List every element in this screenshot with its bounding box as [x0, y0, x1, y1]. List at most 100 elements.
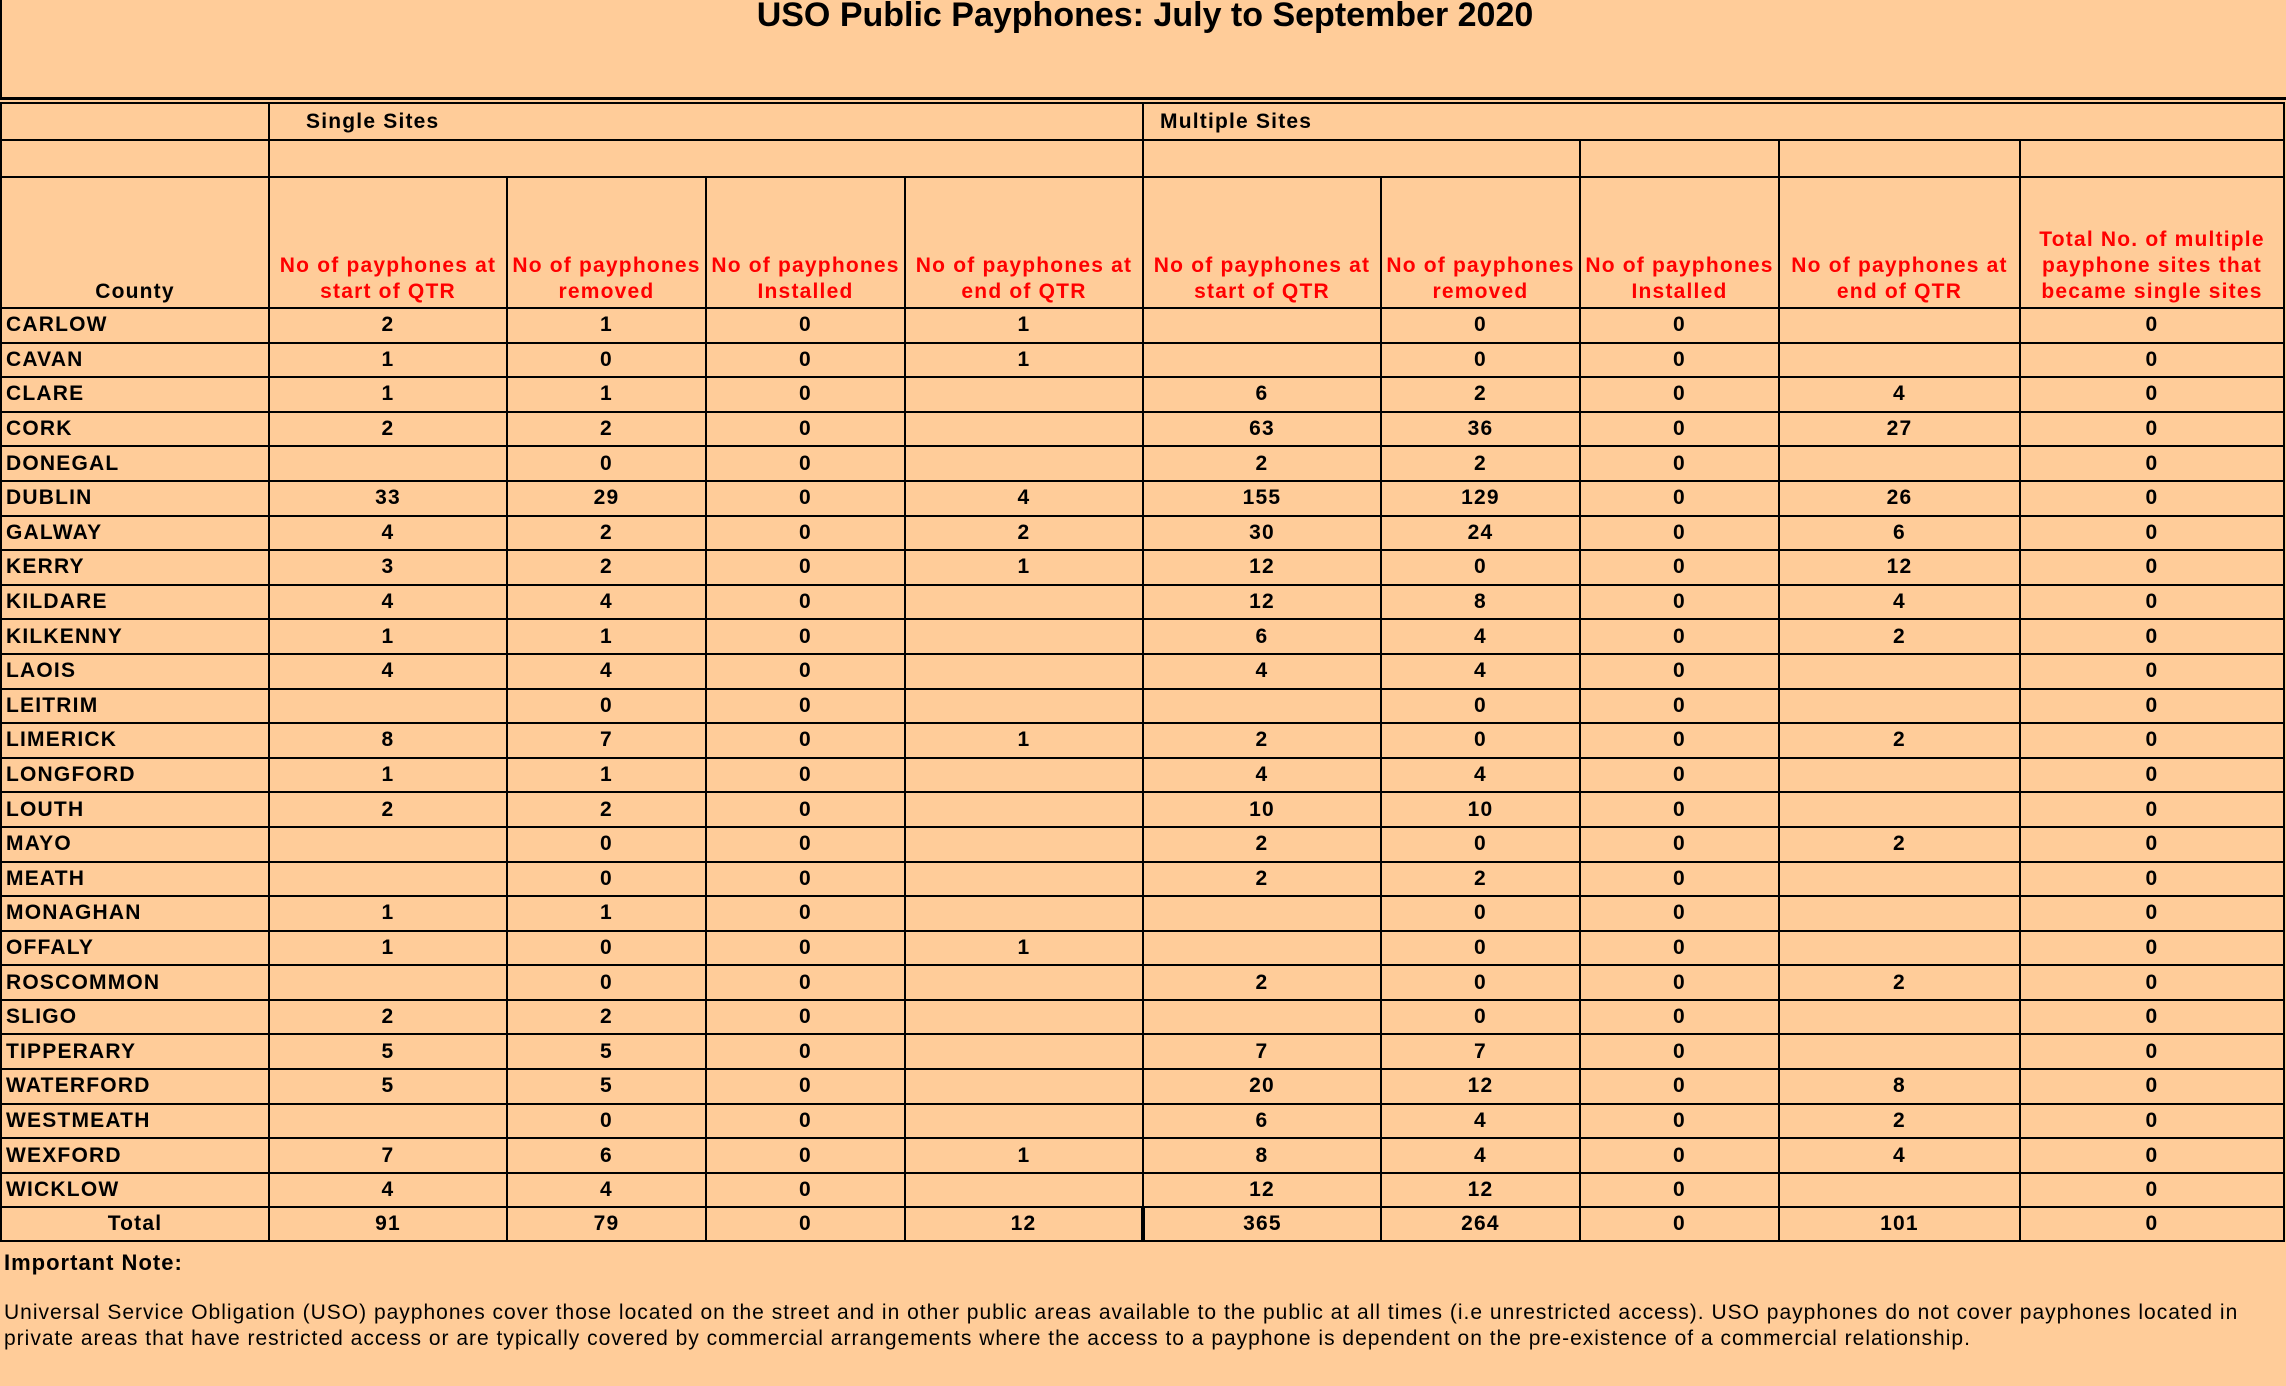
- value-cell: 1: [268, 929, 508, 967]
- value-cell: 0: [2019, 895, 2285, 932]
- value-cell: 0: [2019, 514, 2285, 552]
- table-row: CORK 2 2 0 63 36 0 27 0: [0, 410, 2285, 448]
- value-cell: [1778, 445, 2021, 482]
- value-cell: 0: [705, 376, 906, 413]
- value-cell: 6: [506, 1137, 707, 1174]
- county-cell: GALWAY: [0, 514, 270, 552]
- value-cell: 0: [506, 687, 707, 725]
- value-cell: [904, 895, 1144, 932]
- county-cell: MAYO: [0, 825, 270, 863]
- county-cell: CARLOW: [0, 307, 270, 344]
- value-cell: 1: [904, 1137, 1144, 1174]
- value-cell: 4: [1142, 756, 1382, 794]
- value-cell: 3: [268, 549, 508, 586]
- value-cell: 4: [268, 514, 508, 552]
- header-single-start: No of payphones at start of QTR: [268, 176, 508, 309]
- value-cell: [904, 687, 1144, 725]
- value-cell: [904, 1033, 1144, 1071]
- value-cell: 12: [1142, 1171, 1382, 1209]
- value-cell: 0: [1579, 825, 1780, 863]
- county-cell: MONAGHAN: [0, 895, 270, 932]
- value-cell: 1: [904, 929, 1144, 967]
- value-cell: 1: [268, 756, 508, 794]
- value-cell: 0: [1579, 756, 1780, 794]
- value-cell: 79: [506, 1206, 707, 1243]
- title-bar: USO Public Payphones: July to September …: [0, 0, 2286, 100]
- value-cell: 0: [705, 1206, 906, 1243]
- value-cell: 0: [2019, 1102, 2285, 1140]
- table-body: CARLOW 2 1 0 1 0 0 0 CAVAN 1 0 0 1 0 0 0 CLARE 1 1 0 6 2 0 4 0 CO…: [0, 307, 2285, 1243]
- value-cell: 1: [506, 307, 707, 344]
- value-cell: 1: [268, 895, 508, 932]
- value-cell: 0: [705, 341, 906, 379]
- value-cell: 0: [705, 964, 906, 1001]
- value-cell: 2: [1142, 825, 1382, 863]
- county-cell: WICKLOW: [0, 1171, 270, 1209]
- value-cell: 1: [506, 376, 707, 413]
- value-cell: 8: [268, 722, 508, 759]
- table-row: MEATH 0 0 2 2 0 0: [0, 860, 2285, 898]
- value-cell: 7: [1142, 1033, 1382, 1071]
- value-cell: 0: [1380, 895, 1581, 932]
- value-cell: 0: [2019, 618, 2285, 655]
- value-cell: [904, 583, 1144, 621]
- county-cell: WATERFORD: [0, 1068, 270, 1105]
- value-cell: 0: [705, 1068, 906, 1105]
- value-cell: 0: [2019, 376, 2285, 413]
- value-cell: 20: [1142, 1068, 1382, 1105]
- value-cell: 0: [506, 929, 707, 967]
- table-row: MONAGHAN 1 1 0 0 0 0: [0, 895, 2285, 932]
- value-cell: 2: [1380, 376, 1581, 413]
- value-cell: 0: [1579, 341, 1780, 379]
- value-cell: 0: [1579, 376, 1780, 413]
- table-row: LIMERICK 8 7 0 1 2 0 0 2 0: [0, 722, 2285, 759]
- group-single-sites: Single Sites: [268, 102, 1144, 141]
- value-cell: [904, 1171, 1144, 1209]
- value-cell: 0: [2019, 687, 2285, 725]
- value-cell: 4: [904, 479, 1144, 517]
- value-cell: 0: [506, 1102, 707, 1140]
- header-single-installed: No of payphones Installed: [705, 176, 906, 309]
- value-cell: [1778, 929, 2021, 967]
- value-cell: 0: [506, 964, 707, 1001]
- value-cell: 4: [506, 1171, 707, 1209]
- value-cell: 0: [1579, 1033, 1780, 1071]
- value-cell: 1: [904, 549, 1144, 586]
- value-cell: 6: [1142, 376, 1382, 413]
- value-cell: [1778, 860, 2021, 898]
- value-cell: 0: [1579, 618, 1780, 655]
- value-cell: 0: [705, 791, 906, 828]
- value-cell: [1778, 652, 2021, 690]
- value-cell: 2: [268, 410, 508, 448]
- county-cell: WESTMEATH: [0, 1102, 270, 1140]
- header-multi-removed: No of payphones removed: [1380, 176, 1581, 309]
- value-cell: 4: [1142, 652, 1382, 690]
- value-cell: 2: [1142, 445, 1382, 482]
- value-cell: 1: [268, 376, 508, 413]
- value-cell: 0: [1579, 964, 1780, 1001]
- value-cell: 0: [2019, 1137, 2285, 1174]
- table-row: CAVAN 1 0 0 1 0 0 0: [0, 341, 2285, 379]
- header-multi-start: No of payphones at start of QTR: [1142, 176, 1382, 309]
- value-cell: 0: [1579, 791, 1780, 828]
- value-cell: 4: [506, 583, 707, 621]
- header-single-end: No of payphones at end of QTR: [904, 176, 1144, 309]
- value-cell: 0: [1579, 687, 1780, 725]
- value-cell: 12: [904, 1206, 1144, 1243]
- value-cell: 0: [2019, 479, 2285, 517]
- table-row: LONGFORD 1 1 0 4 4 0 0: [0, 756, 2285, 794]
- value-cell: 2: [506, 514, 707, 552]
- value-cell: 0: [2019, 929, 2285, 967]
- column-header-row: County No of payphones at start of QTR N…: [0, 176, 2285, 309]
- value-cell: 2: [1778, 825, 2021, 863]
- value-cell: 2: [506, 410, 707, 448]
- value-cell: 6: [1142, 618, 1382, 655]
- county-cell: DUBLIN: [0, 479, 270, 517]
- value-cell: 2: [1380, 860, 1581, 898]
- value-cell: 4: [1778, 376, 2021, 413]
- county-cell: LIMERICK: [0, 722, 270, 759]
- table-row: LEITRIM 0 0 0 0 0: [0, 687, 2285, 725]
- county-cell: CAVAN: [0, 341, 270, 379]
- value-cell: 0: [705, 825, 906, 863]
- value-cell: 0: [2019, 445, 2285, 482]
